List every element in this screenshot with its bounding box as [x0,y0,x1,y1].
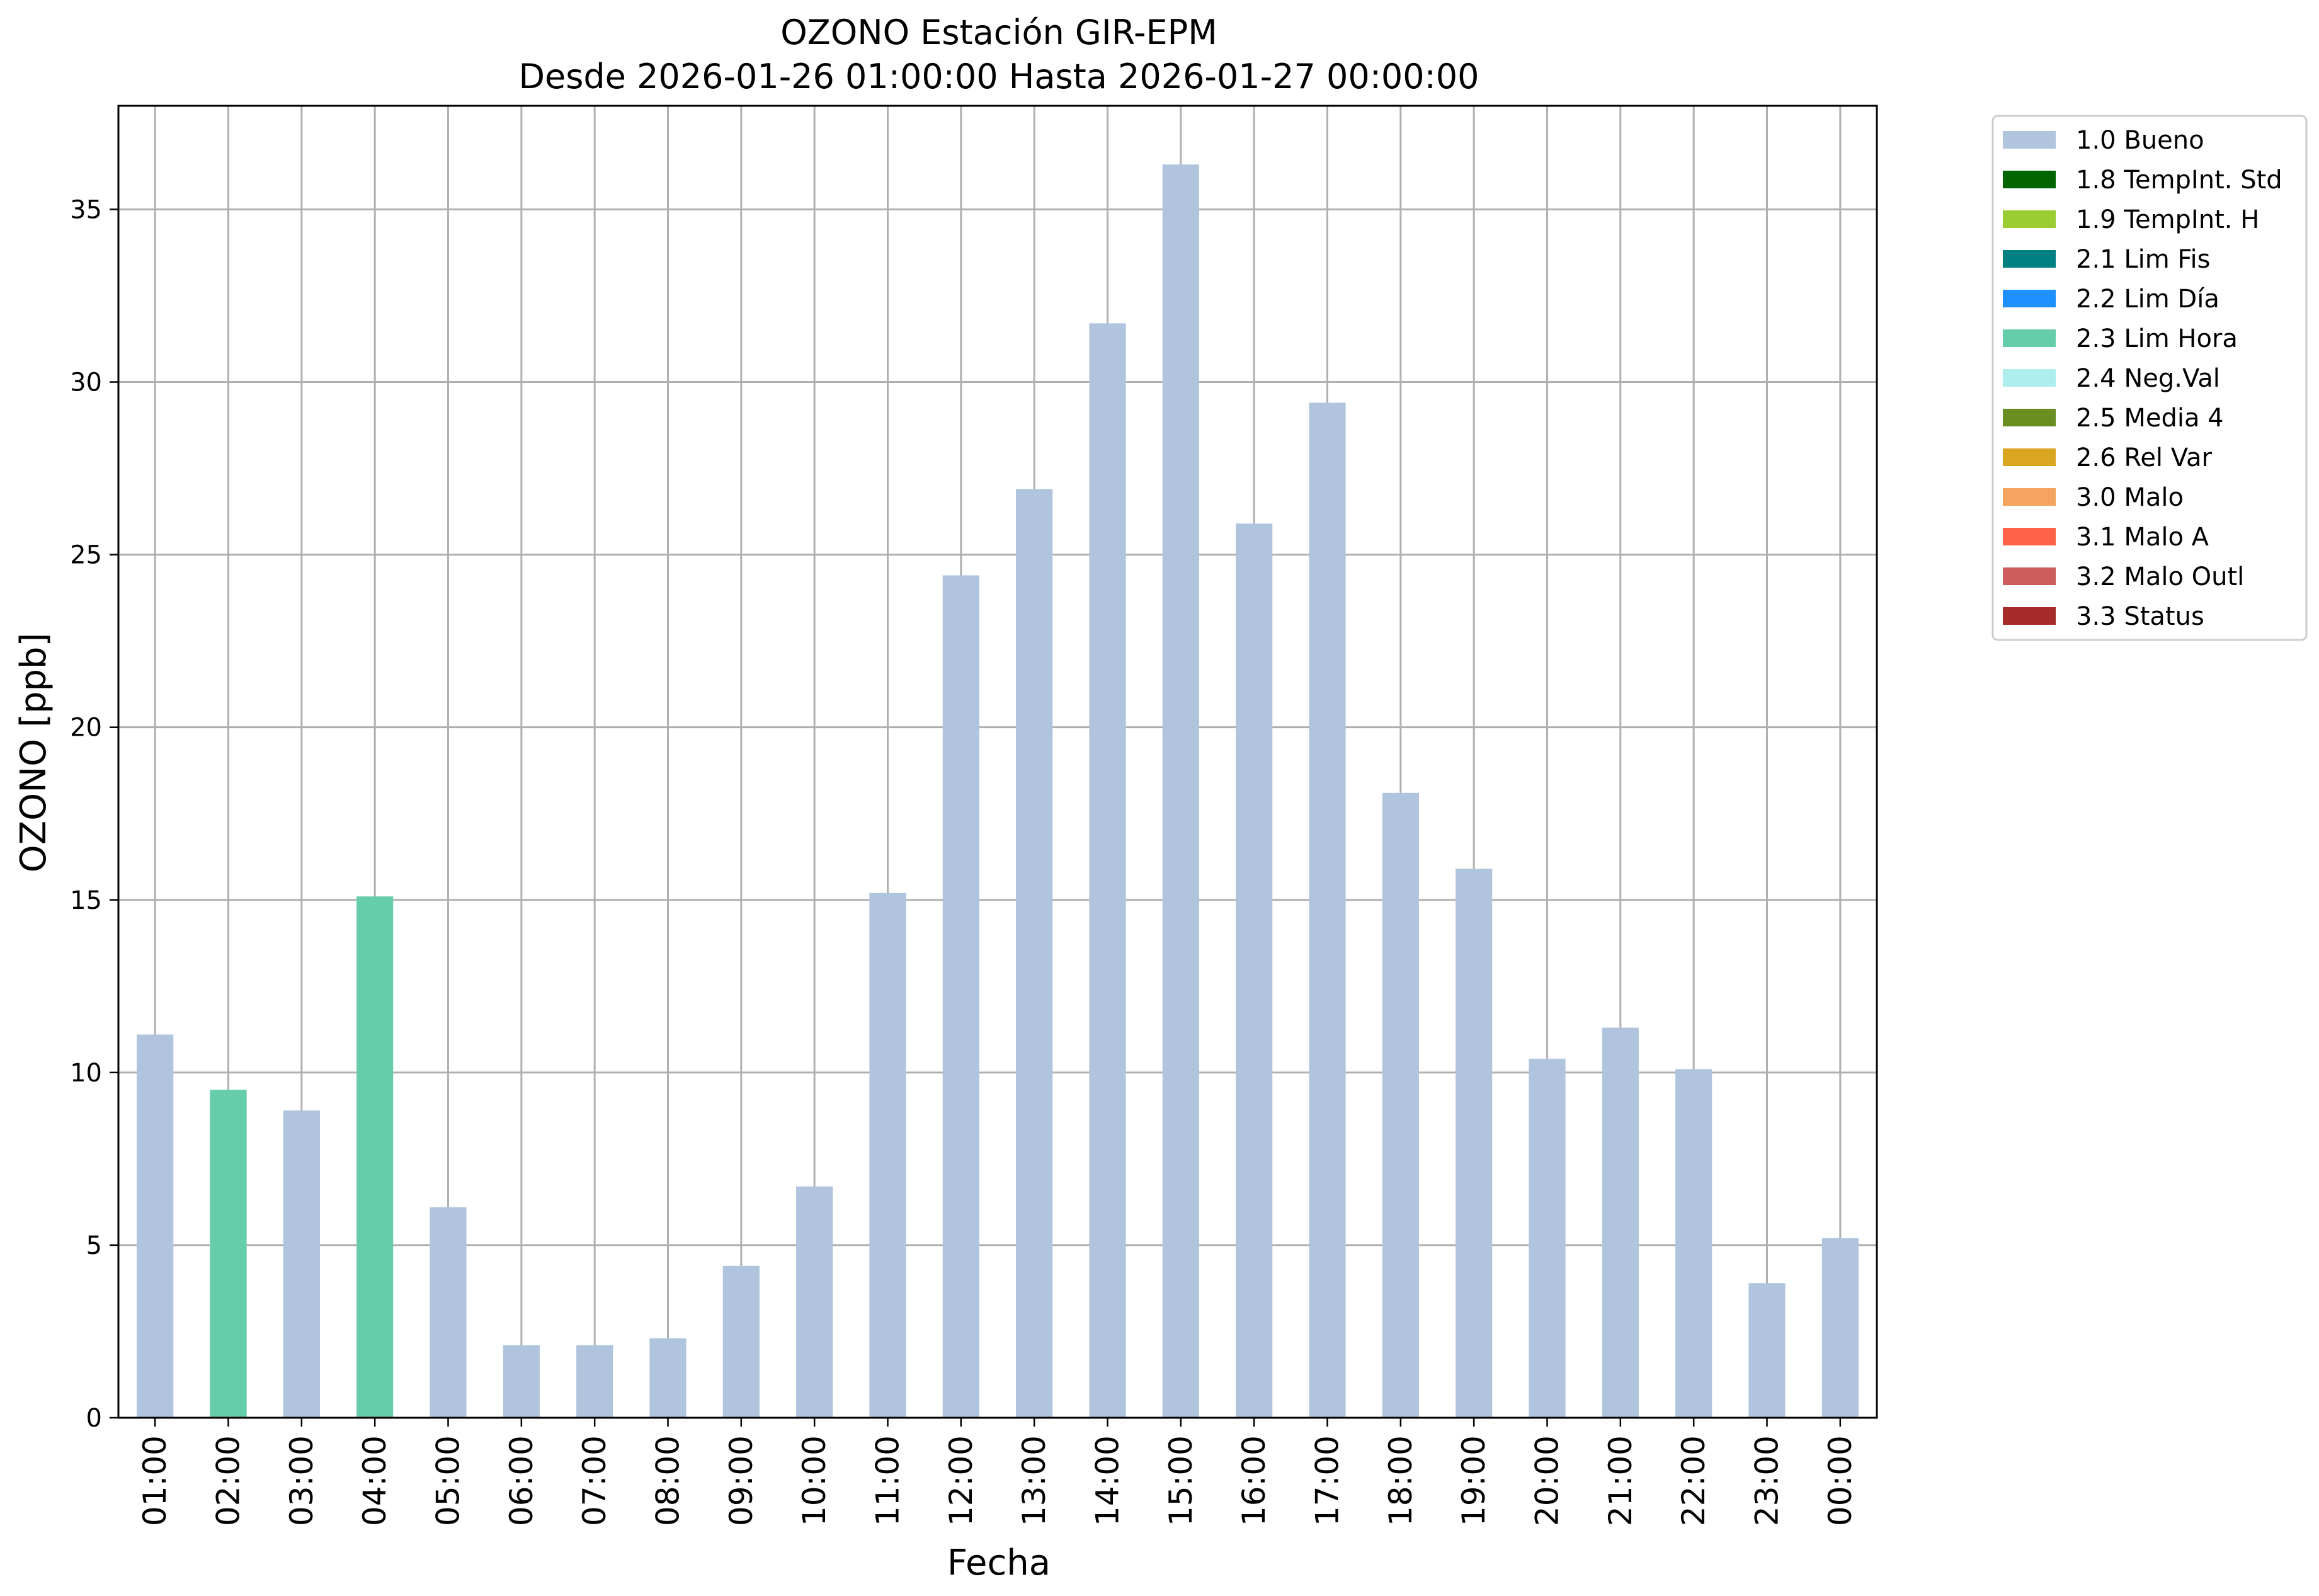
bar [1456,869,1493,1418]
x-tick-label: 17:00 [1309,1435,1346,1526]
x-tick-label: 16:00 [1236,1435,1272,1526]
bar [430,1207,467,1418]
y-grid-lines [118,208,1877,1419]
x-tick-label: 23:00 [1749,1435,1786,1526]
x-tick-label: 11:00 [870,1435,906,1526]
x-tick-label: 10:00 [796,1435,833,1526]
y-tick-label: 15 [70,886,102,915]
bar [1309,402,1346,1418]
x-tick-label: 13:00 [1016,1435,1052,1526]
y-tick-label: 35 [70,195,102,224]
x-tick-label: 07:00 [576,1435,613,1526]
x-tick-label: 20:00 [1529,1435,1566,1526]
legend-label: 2.6 Rel Var [2076,443,2213,472]
legend-swatch [2003,210,2056,228]
bars-layer [137,164,1859,1418]
legend-label: 3.0 Malo [2076,483,2184,512]
bar [942,575,979,1418]
x-tick-label: 00:00 [1822,1435,1859,1526]
chart-subtitle: Desde 2026-01-26 01:00:00 Hasta 2026-01-… [518,57,1479,96]
x-tick-label: 01:00 [137,1435,173,1526]
legend-label: 1.0 Bueno [2076,126,2204,155]
bar [649,1338,687,1418]
bar [1529,1058,1566,1418]
legend-swatch [2003,369,2056,387]
legend-label: 2.5 Media 4 [2076,404,2224,433]
bar [1236,523,1273,1418]
chart-title: OZONO Estación GIR-EPM [780,13,1217,52]
x-axis-ticks: 01:00 02:00 03:00 04:00 05:00 06:00 07:00 08:00… [137,1418,1859,1526]
legend-swatch [2003,131,2056,149]
bar [722,1265,760,1418]
bar [356,896,394,1418]
bar [137,1034,174,1418]
x-tick-label: 22:00 [1675,1435,1712,1526]
legend-swatch [2003,607,2056,625]
y-axis-ticks: 0 5 10 15 20 25 30 35 [70,195,118,1433]
legend-label: 2.4 Neg.Val [2076,364,2220,393]
x-tick-label: 09:00 [723,1435,760,1526]
legend-label: 3.2 Malo Outl [2076,562,2244,591]
legend-swatch [2003,567,2056,585]
x-tick-label: 02:00 [210,1435,247,1526]
x-tick-label: 18:00 [1382,1435,1419,1526]
bar [576,1345,613,1418]
bar [1748,1283,1786,1418]
y-axis-label: OZONO [ppb] [13,633,54,873]
legend: 1.0 Bueno 1.8 TempInt. Std 1.9 TempInt. H 2… [1991,115,2308,641]
legend-label: 1.9 TempInt. H [2076,205,2259,234]
legend-swatch [2003,488,2056,506]
legend-swatch [2003,171,2056,188]
legend-swatch [2003,250,2056,268]
legend-label: 3.1 Malo A [2076,523,2209,552]
y-tick-label: 5 [86,1231,102,1260]
y-tick-label: 10 [70,1059,102,1088]
bar [1089,323,1126,1418]
bar [869,892,906,1418]
x-tick-label: 19:00 [1456,1435,1492,1526]
legend-label: 2.1 Lim Fis [2076,245,2210,274]
y-tick-label: 25 [70,541,102,570]
plot-frame [117,105,1878,1419]
x-tick-label: 05:00 [430,1435,467,1526]
x-tick-label: 14:00 [1090,1435,1126,1526]
x-tick-label: 15:00 [1163,1435,1199,1526]
legend-label: 2.2 Lim Día [2076,285,2219,314]
legend-swatch [2003,290,2056,307]
bar [1016,489,1053,1418]
legend-frame [1991,115,2308,641]
legend-swatch [2003,448,2056,466]
x-tick-label: 21:00 [1602,1435,1639,1526]
x-tick-label: 04:00 [356,1435,393,1526]
legend-swatch [2003,409,2056,426]
bar [1675,1069,1712,1418]
legend-label: 1.8 TempInt. Std [2076,166,2282,195]
bar [503,1345,540,1418]
bar [1821,1238,1859,1418]
legend-label: 2.3 Lim Hora [2076,324,2238,353]
y-tick-label: 0 [86,1404,102,1433]
legend-swatch [2003,329,2056,347]
y-tick-label: 20 [70,714,102,743]
x-axis-label: Fecha [947,1542,1051,1583]
bar [210,1090,247,1418]
legend-label: 3.3 Status [2076,602,2204,631]
bar [796,1186,833,1418]
x-tick-label: 03:00 [283,1435,320,1526]
bar [283,1110,320,1418]
y-tick-label: 30 [70,368,102,397]
x-grid-lines [154,106,1842,1418]
bar [1602,1027,1639,1418]
legend-swatch [2003,528,2056,545]
bar [1382,792,1419,1418]
x-tick-label: 12:00 [943,1435,979,1526]
x-tick-label: 06:00 [503,1435,540,1526]
x-tick-label: 08:00 [650,1435,687,1526]
bar [1162,164,1199,1418]
